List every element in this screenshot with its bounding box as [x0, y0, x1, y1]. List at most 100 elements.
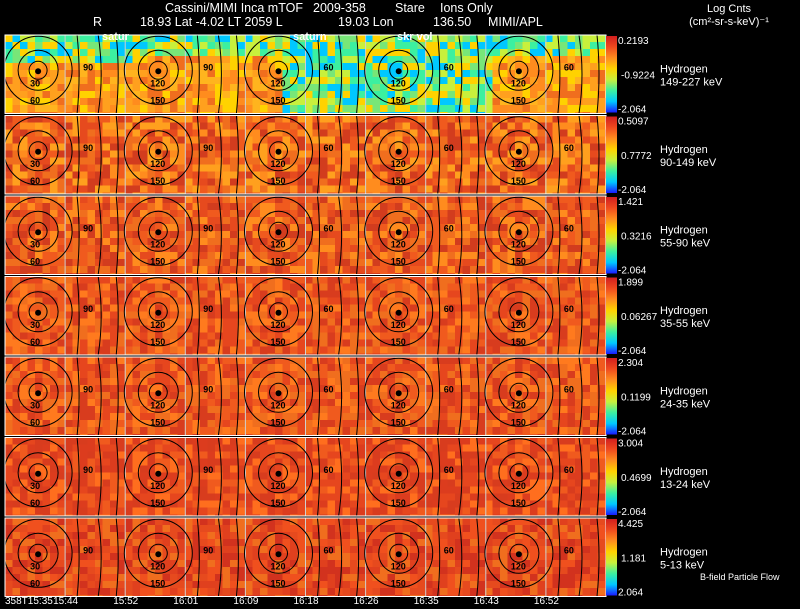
pixel	[140, 413, 148, 421]
pixel	[200, 217, 208, 225]
pixel	[140, 171, 148, 179]
pixel	[560, 112, 568, 114]
pixel	[462, 164, 471, 172]
pixel	[545, 217, 553, 225]
pixel	[552, 171, 561, 179]
pixel	[230, 364, 238, 372]
pixel	[387, 311, 396, 319]
pixel	[590, 171, 598, 179]
pixel	[410, 378, 418, 386]
pixel	[552, 217, 561, 225]
pixel	[335, 143, 343, 151]
pixel	[207, 196, 216, 204]
pixel	[507, 192, 516, 194]
pixel	[87, 91, 96, 99]
pixel	[462, 112, 471, 114]
pixel	[102, 259, 111, 267]
pixel	[432, 210, 441, 218]
pixel	[402, 420, 411, 428]
pitch-angle-contour	[97, 115, 102, 194]
pixel	[245, 378, 253, 386]
pixel	[27, 115, 36, 123]
pixel	[402, 332, 411, 340]
pixel	[102, 84, 111, 92]
pixel	[470, 185, 478, 193]
pixel	[12, 196, 21, 204]
pixel	[237, 217, 246, 225]
pixel	[410, 392, 418, 400]
pixel	[447, 353, 456, 355]
pixel	[567, 98, 576, 106]
pixel	[410, 290, 418, 298]
pixel	[380, 399, 388, 407]
pixel	[545, 185, 553, 193]
pixel	[20, 353, 28, 355]
pixel	[5, 357, 13, 365]
pixel	[342, 105, 351, 113]
contour-label: 60	[444, 143, 454, 153]
pixel	[320, 357, 328, 365]
pixel	[350, 364, 358, 372]
pixel	[320, 171, 328, 179]
pixel	[192, 392, 201, 400]
pixel	[387, 266, 396, 274]
pixel	[447, 63, 456, 71]
pixel	[147, 371, 156, 379]
pixel	[530, 164, 538, 172]
pixel	[267, 203, 276, 211]
pixel	[162, 210, 171, 218]
pixel	[462, 392, 471, 400]
pixel	[5, 339, 13, 347]
pixel	[170, 273, 178, 275]
pixel	[522, 353, 531, 355]
pixel	[380, 42, 388, 50]
pixel	[582, 392, 591, 400]
pixel	[567, 325, 576, 333]
pixel	[237, 406, 246, 414]
pixel	[42, 217, 51, 225]
pixel	[35, 297, 43, 305]
pixel	[455, 332, 463, 340]
pixel	[530, 150, 538, 158]
pixel	[350, 273, 358, 275]
pixel	[530, 238, 538, 246]
pixel	[425, 70, 433, 78]
pixel	[132, 84, 141, 92]
pixel	[125, 171, 133, 179]
pixel	[425, 273, 433, 275]
pixel	[477, 157, 486, 165]
pixel	[590, 210, 598, 218]
pixel	[5, 98, 13, 106]
pixel	[357, 35, 366, 43]
pixel	[560, 77, 568, 85]
pixel	[200, 157, 208, 165]
pixel	[147, 77, 156, 85]
pixel	[447, 210, 456, 218]
pixel	[252, 283, 261, 291]
pixel	[582, 283, 591, 291]
pixel	[387, 192, 396, 194]
channel-species: Hydrogen	[660, 63, 708, 75]
pixel	[87, 283, 96, 291]
pixel	[282, 297, 291, 305]
pixel	[357, 346, 366, 354]
pixel	[267, 357, 276, 365]
pixel	[162, 217, 171, 225]
pixel	[560, 143, 568, 151]
pixel	[222, 143, 231, 151]
pixel	[80, 353, 88, 355]
pixel	[560, 98, 568, 106]
pixel	[350, 122, 358, 130]
pixel	[432, 98, 441, 106]
pixel	[335, 84, 343, 92]
pixel	[207, 192, 216, 194]
pixel	[170, 371, 178, 379]
pixel	[35, 273, 43, 275]
pixel	[95, 112, 103, 114]
pixel	[80, 98, 88, 106]
pixel	[57, 245, 66, 253]
pixel	[12, 325, 21, 333]
pitch-angle-contour	[378, 49, 420, 91]
pixel	[380, 346, 388, 354]
pixel	[12, 273, 21, 275]
